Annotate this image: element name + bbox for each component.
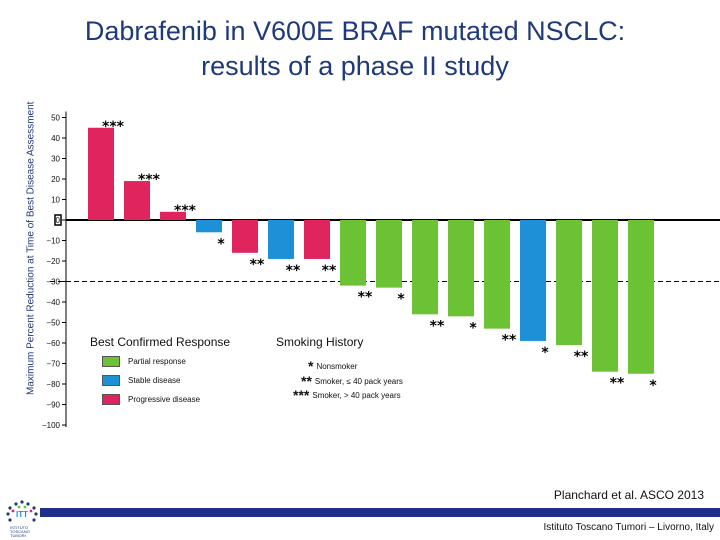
footer-institution: Istituto Toscano Tumori – Livorno, Italy <box>543 522 714 533</box>
y-tick-label-2: 30 <box>51 155 60 164</box>
legend-item-stable-disease: Stable disease <box>102 375 180 386</box>
legend-item-progressive-disease: Progressive disease <box>102 394 200 405</box>
legend-response-title: Best Confirmed Response <box>90 335 231 349</box>
legend-swatch-progressive <box>102 394 120 405</box>
bar-16 <box>628 220 654 374</box>
footer-bar <box>40 508 720 517</box>
svg-text:ITT: ITT <box>16 510 28 519</box>
legend-item-nonsmoker: * Nonsmoker <box>308 358 357 374</box>
bar-smoking-label-16: * <box>649 378 657 394</box>
y-tick-label-0: 50 <box>51 114 60 123</box>
legend-swatch-partial <box>102 356 120 367</box>
citation: Planchard et al. ASCO 2013 <box>553 488 704 502</box>
bar-13 <box>520 220 546 341</box>
bar-4 <box>196 220 222 233</box>
legend-item-smoker-gt40: *** Smoker, > 40 pack years <box>293 387 401 403</box>
smoking-symbol-1: * <box>308 358 314 374</box>
bar-9 <box>376 220 402 288</box>
logo-text-3: TUMORI <box>10 533 26 538</box>
bar-5 <box>232 220 258 253</box>
bar-smoking-label-5: ** <box>250 257 265 273</box>
bar-14 <box>556 220 582 346</box>
y-tick-label-13: −80 <box>46 380 60 389</box>
itt-logo-icon: ITT <box>6 500 38 522</box>
bar-smoking-label-13: * <box>541 345 549 361</box>
bar-smoking-label-15: ** <box>610 376 625 392</box>
logo-text: ISTITUTO TOSCANO TUMORI <box>10 526 30 538</box>
bar-smoking-label-2: *** <box>138 172 161 188</box>
logo-text-2: TOSCANO <box>10 529 30 534</box>
bar-12 <box>484 220 510 329</box>
bar-11 <box>448 220 474 317</box>
legend-swatch-stable <box>102 375 120 386</box>
legend-smoking-title: Smoking History <box>276 335 364 349</box>
legend-label-partial: Partial response <box>128 357 186 366</box>
y-tick-label-12: −70 <box>46 360 60 369</box>
smoking-symbol-2: ** <box>301 373 312 389</box>
y-tick-label-4: 10 <box>51 196 60 205</box>
bar-smoking-label-4: * <box>217 236 225 252</box>
bar-2 <box>124 181 150 220</box>
smoking-label-1: Nonsmoker <box>316 361 358 371</box>
logo-text-1: ISTITUTO <box>10 525 29 530</box>
bar-smoking-label-8: ** <box>358 290 373 306</box>
bar-smoking-label-3: *** <box>174 203 197 219</box>
y-tick-label-1: 40 <box>51 134 60 143</box>
bar-smoking-label-10: ** <box>430 318 445 334</box>
smoking-label-3: Smoker, > 40 pack years <box>312 390 401 400</box>
bar-1 <box>88 127 114 220</box>
y-tick-label-14: −90 <box>46 401 60 410</box>
legend-label-progressive: Progressive disease <box>128 395 201 404</box>
bar-smoking-label-11: * <box>469 320 477 336</box>
zero-tick-box <box>54 214 62 226</box>
bar-smoking-label-12: ** <box>502 333 517 349</box>
legend-item-partial-response: Partial response <box>102 356 186 367</box>
y-tick-label-5: 0 <box>56 216 61 225</box>
bar-smoking-label-6: ** <box>286 263 301 279</box>
y-tick-label-9: −40 <box>46 298 60 307</box>
y-tick-label-15: −100 <box>42 421 61 430</box>
y-tick-label-6: −10 <box>46 237 60 246</box>
slide-title: Dabrafenib in V600E BRAF mutated NSCLC: … <box>40 14 670 84</box>
bar-7 <box>304 220 330 259</box>
bar-smoking-label-9: * <box>397 292 405 308</box>
legend-label-stable: Stable disease <box>128 376 181 385</box>
title-line-2: results of a phase II study <box>201 51 509 81</box>
y-tick-label-3: 20 <box>51 175 60 184</box>
bar-smoking-label-14: ** <box>574 349 589 365</box>
y-tick-label-7: −20 <box>46 257 60 266</box>
bar-3 <box>160 211 186 220</box>
bar-8 <box>340 220 366 286</box>
bar-15 <box>592 220 618 372</box>
smoking-label-2: Smoker, ≤ 40 pack years <box>314 376 403 386</box>
title-line-1: Dabrafenib in V600E BRAF mutated NSCLC: <box>84 16 626 46</box>
legend-item-smoker-le40: ** Smoker, ≤ 40 pack years <box>301 373 403 389</box>
bar-smoking-label-7: ** <box>322 263 337 279</box>
bar-smoking-label-1: *** <box>102 119 125 135</box>
y-tick-label-11: −60 <box>46 339 60 348</box>
y-tick-label-10: −50 <box>46 319 60 328</box>
smoking-symbol-3: *** <box>293 387 310 403</box>
bar-6 <box>268 220 294 259</box>
bar-10 <box>412 220 438 315</box>
